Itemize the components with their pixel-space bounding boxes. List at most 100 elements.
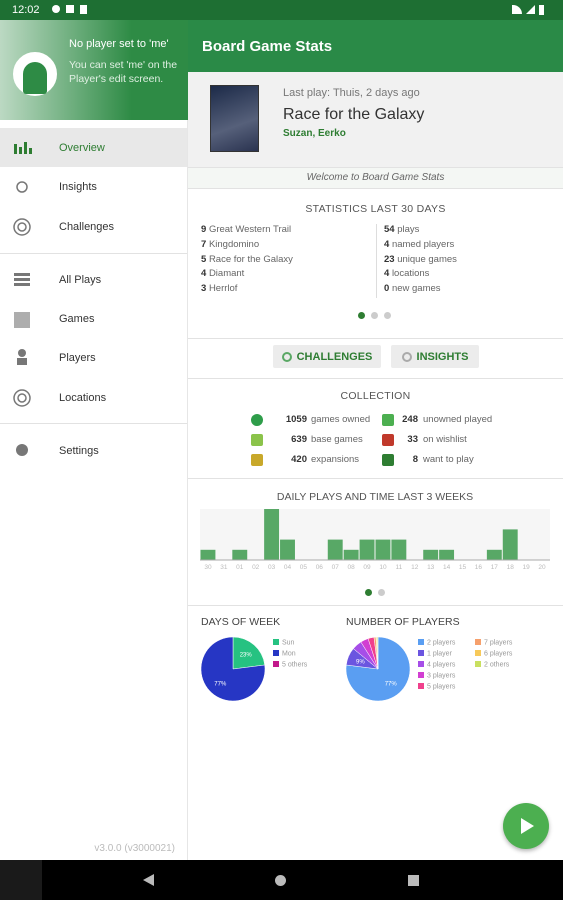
stat-row: 4 locations <box>384 268 457 283</box>
stat-count: 7 <box>201 238 207 250</box>
challenges-button[interactable]: CHALLENGES <box>273 345 381 368</box>
bar <box>423 549 439 560</box>
last-play-label: Last play: Thuis, 2 days ago <box>283 87 420 99</box>
app-title: Board Game Stats <box>202 38 333 55</box>
legend-swatch <box>418 661 424 667</box>
legend-label: 1 player <box>427 651 453 658</box>
x-tick-label: 20 <box>538 564 546 571</box>
stat-row: 3 Herrlof <box>201 283 293 298</box>
x-tick-label: 12 <box>411 564 419 571</box>
insights-button[interactable]: INSIGHTS <box>391 345 479 368</box>
collection-label: on wishlist <box>423 434 467 445</box>
menu-item[interactable]: Players <box>59 352 96 364</box>
stat-count: 23 <box>384 253 395 265</box>
welcome: Welcome to Board Game Stats <box>306 172 445 183</box>
stat-label: locations <box>391 268 430 280</box>
x-tick-label: 09 <box>363 564 371 571</box>
status-time: 12:02 <box>12 4 40 16</box>
slice-label: 77% <box>214 681 227 687</box>
stat-label: named players <box>391 238 455 250</box>
x-tick-label: 07 <box>332 564 340 571</box>
x-tick-label: 08 <box>348 564 356 571</box>
x-tick-label: 17 <box>491 564 499 571</box>
stat-count: 5 <box>201 253 207 265</box>
bar <box>439 549 455 560</box>
stat-label: new games <box>391 283 441 295</box>
divider <box>0 423 188 424</box>
x-tick-label: 31 <box>220 564 228 571</box>
collection-count: 248 <box>402 414 418 425</box>
x-tick-label: 03 <box>268 564 276 571</box>
collection-icon <box>382 414 394 426</box>
stat-count: 0 <box>384 283 390 295</box>
menu-icons <box>13 142 32 456</box>
stat-count: 4 <box>201 268 207 280</box>
menu-item[interactable]: Challenges <box>59 221 115 233</box>
x-tick-label: 16 <box>475 564 483 571</box>
status-bar <box>0 0 563 20</box>
divider <box>188 605 563 606</box>
stat-row: 9 Great Western Trail <box>201 224 293 239</box>
bar <box>343 549 359 560</box>
stats-left: 9 Great Western Trail 7 Kingdomino 5 Race … <box>201 224 293 298</box>
collection-label: expansions <box>311 454 360 465</box>
bar <box>502 529 518 560</box>
chart-title: DAILY PLAYS AND TIME LAST 3 WEEKS <box>277 491 473 503</box>
button-label: CHALLENGES <box>296 350 373 363</box>
stat-count: 4 <box>384 238 390 250</box>
legend-swatch <box>418 672 424 678</box>
divider <box>0 253 188 254</box>
x-tick-label: 13 <box>427 564 435 571</box>
collection-label: want to play <box>423 454 474 465</box>
menu-item[interactable]: Overview <box>59 142 105 154</box>
stat-row: 7 Kingdomino <box>201 239 293 254</box>
game-image <box>210 85 259 152</box>
stat-label: Great Western Trail <box>208 224 292 235</box>
bar <box>391 539 407 560</box>
stat-count: 4 <box>384 268 390 280</box>
legend-swatch <box>273 661 279 667</box>
stat-row: 0 new games <box>384 283 457 298</box>
last-play-game[interactable]: Race for the Galaxy <box>283 106 425 123</box>
stat-label: Kingdomino <box>208 238 260 250</box>
legend-swatch <box>273 650 279 656</box>
collection-icon <box>382 434 394 446</box>
collection-label: base games <box>311 434 363 445</box>
collection-count: 420 <box>291 454 307 465</box>
x-tick-label: 19 <box>523 564 531 571</box>
section-title: STATISTICS LAST 30 DAYS <box>305 203 446 215</box>
page-dots <box>365 589 385 596</box>
collection-count: 1059 <box>285 414 307 425</box>
chart-title: NUMBER OF PLAYERS <box>346 616 460 628</box>
collection-icon <box>251 454 263 466</box>
stat-label: Herrlof <box>208 283 238 295</box>
menu-item[interactable]: Locations <box>59 392 107 404</box>
collection-label: games owned <box>311 414 371 425</box>
legend-label: 5 players <box>427 684 456 691</box>
menu-item[interactable]: Games <box>59 313 95 325</box>
x-tick-label: 14 <box>443 564 451 571</box>
menu-item[interactable]: Insights <box>59 181 97 193</box>
legend-swatch <box>475 639 481 645</box>
legend-label: 6 players <box>484 651 513 658</box>
nav-bar <box>0 860 563 900</box>
legend-label: 7 players <box>484 640 513 647</box>
legend-label: 3 players <box>427 673 456 680</box>
stat-row: 5 Race for the Galaxy <box>201 254 293 269</box>
x-tick-label: 02 <box>252 564 260 571</box>
menu-item[interactable]: Settings <box>59 445 99 457</box>
slice-label: 9% <box>356 659 365 665</box>
bar <box>375 539 391 560</box>
legend-swatch <box>418 639 424 645</box>
collection-icon <box>251 434 263 446</box>
legend-label: 5 others <box>282 662 308 669</box>
pie-slice <box>376 636 379 670</box>
status-icons <box>52 5 96 15</box>
fab[interactable] <box>503 803 549 849</box>
stat-label: plays <box>397 224 420 235</box>
legend-label: 2 players <box>427 640 456 647</box>
bar <box>359 539 375 560</box>
x-tick-label: 04 <box>284 564 292 571</box>
menu-item[interactable]: All Plays <box>59 274 102 286</box>
